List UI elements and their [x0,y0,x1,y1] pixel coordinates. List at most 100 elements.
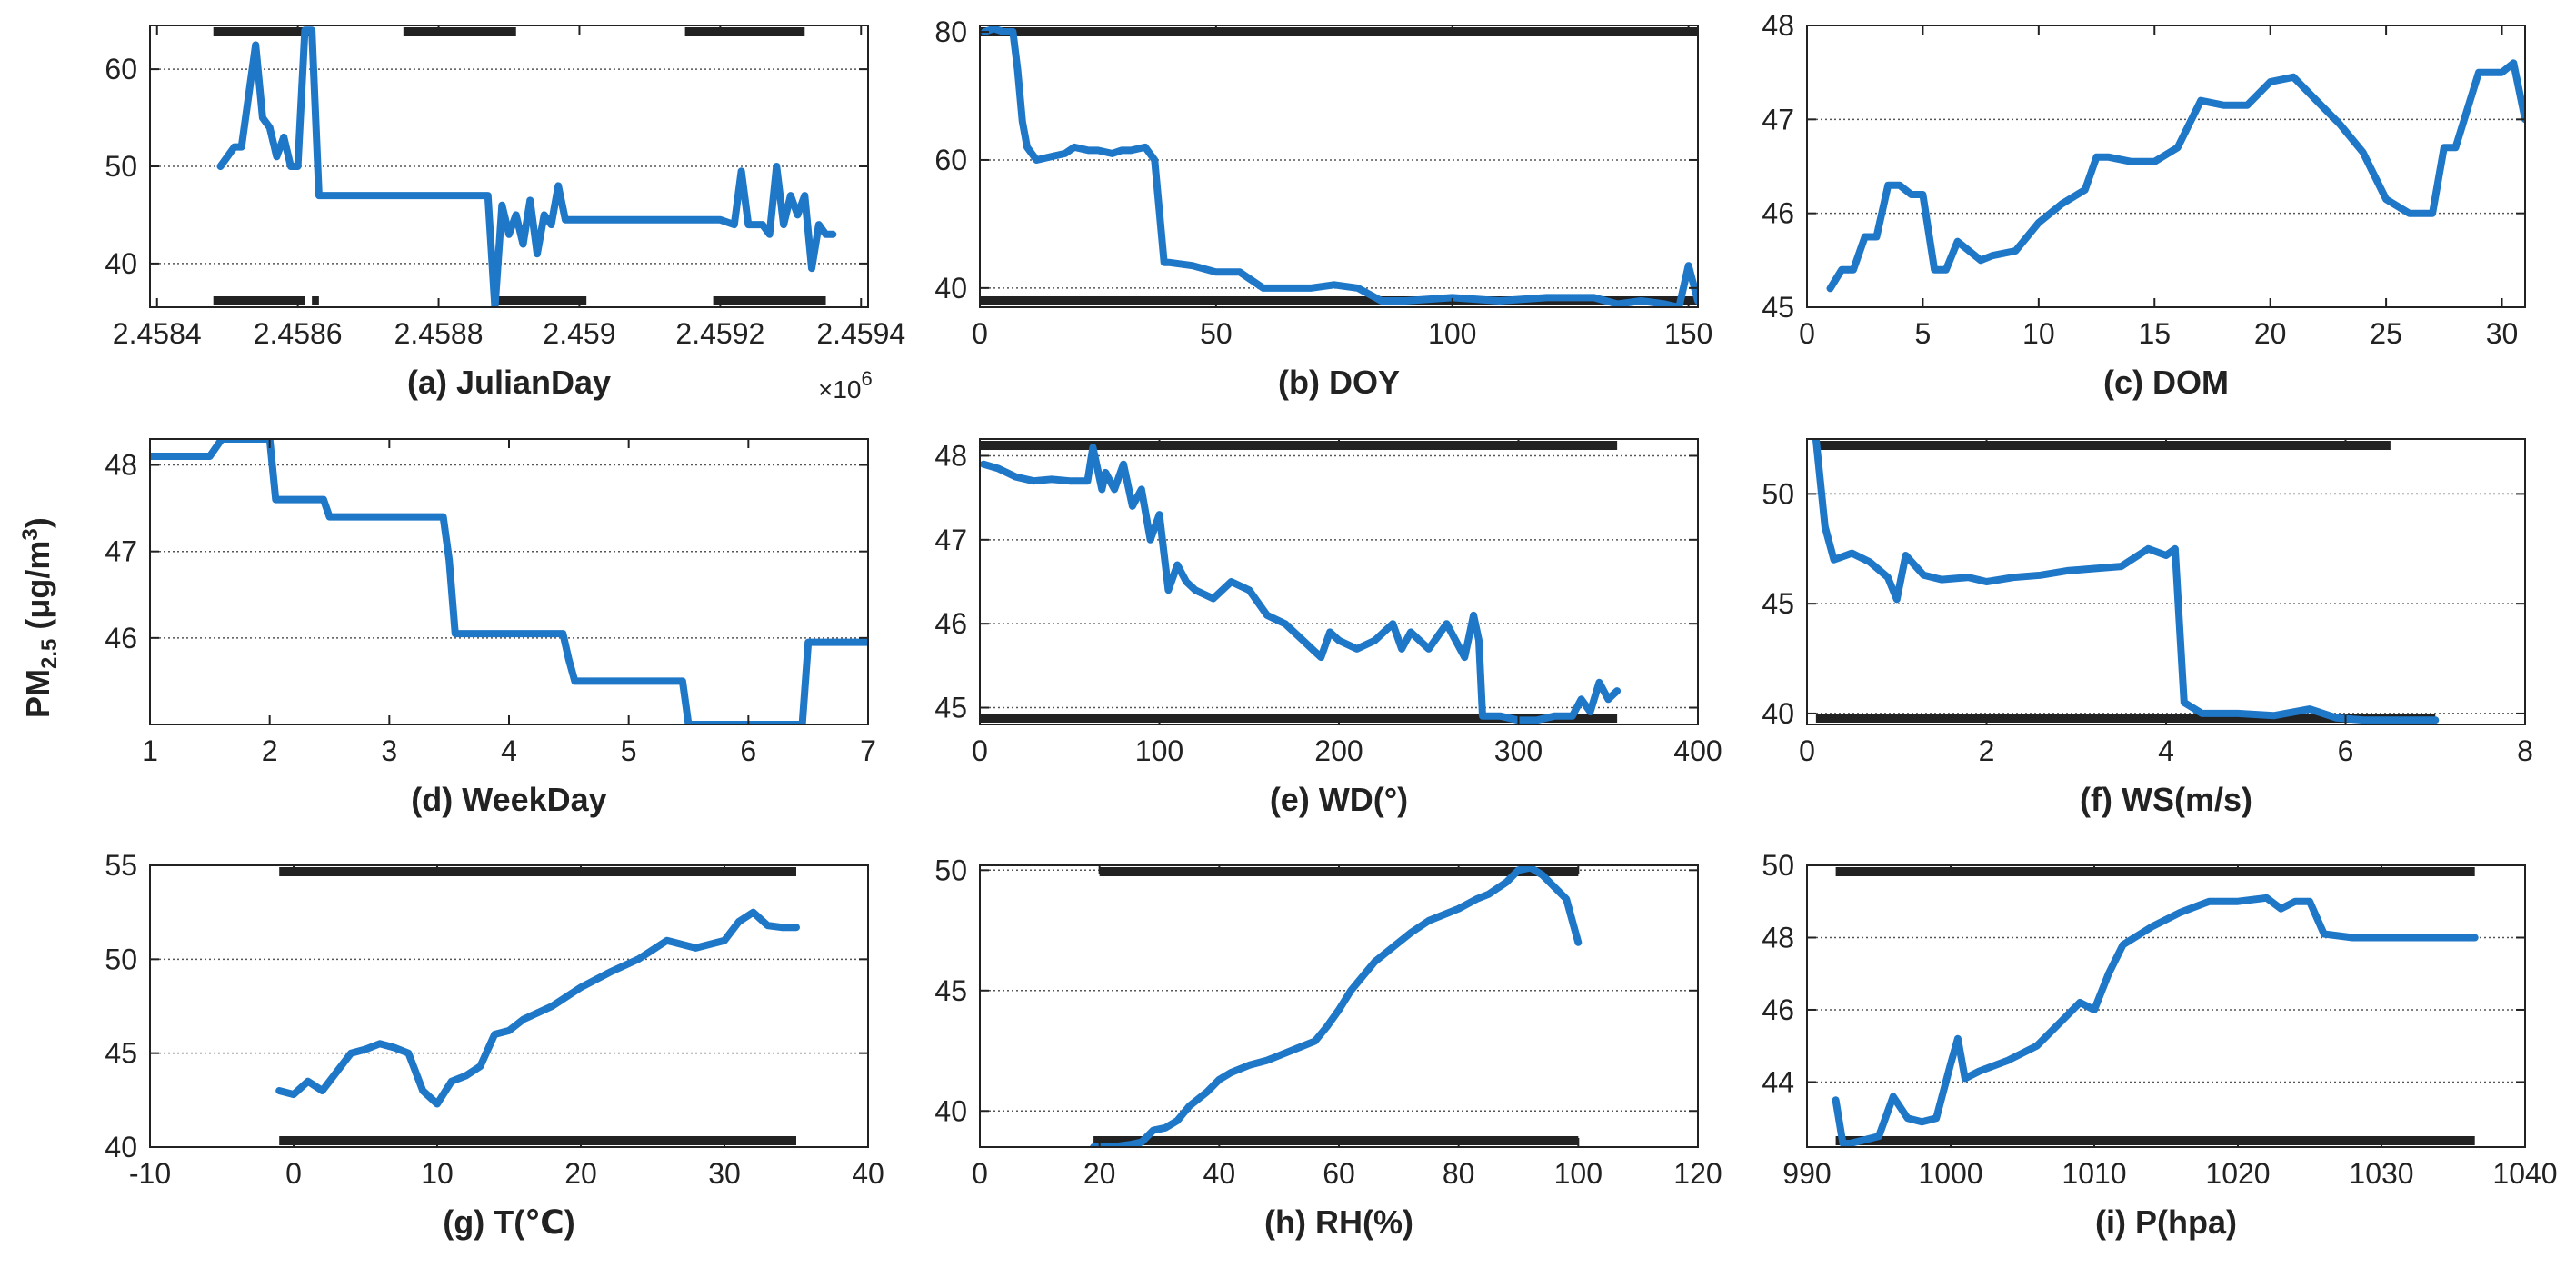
y-tick-label: 47 [1762,103,1794,135]
y-tick-label: 40 [934,1094,967,1127]
panel-8: 0 20 40 60 80 100 120 40 45 50 (h) RH(%) [934,854,1722,1241]
x-tick-label: 2 [1979,734,1995,767]
x-tick-label: 2.4594 [816,317,905,350]
y-tick-label: 46 [1762,197,1794,230]
x-tick-label: 0 [1799,734,1815,767]
series-line [150,439,868,724]
x-tick-label: 1020 [2205,1157,2270,1190]
x-tick-label: 3 [381,734,397,767]
rug-top [403,27,516,36]
x-tick-label: 60 [1323,1157,1355,1190]
series-line [1090,865,1583,1147]
series-line [1832,894,2479,1147]
x-tick-label: 8 [2517,734,2533,767]
y-tick-label: 80 [934,15,967,48]
rug-bottom [312,296,319,305]
x-tick-label: 10 [2022,317,2055,350]
y-axis-label: PM2.5 (μg/m3) [18,517,63,718]
y-tick-label: 50 [105,943,137,975]
y-tick-label: 40 [105,247,137,280]
x-tick-label: 300 [1494,734,1543,767]
rug-bottom [494,296,587,305]
axes-box [1806,438,2526,725]
y-tick-label: 60 [105,53,137,85]
panel-4: 1 2 3 4 5 6 7 46 47 48 (d) WeekDay [105,438,876,818]
rug-bottom [213,296,305,305]
x-tick-label: 0 [1799,317,1815,350]
rug-bottom [1835,1136,2475,1145]
series-line [980,444,1622,724]
y-tick-label: 48 [934,439,967,472]
x-axis-caption: (g) T(℃) [443,1203,575,1241]
x-tick-label: 1000 [1918,1157,1982,1190]
y-tick-label: 45 [1762,291,1794,324]
x-tick-label: 80 [1443,1157,1475,1190]
x-tick-label: 1040 [2492,1157,2557,1190]
y-tick-label: 55 [105,849,137,882]
x-tick-label: 1010 [2062,1157,2126,1190]
panel-9: 990 1000 1010 1020 1030 1040 44 46 48 50 (i) P(hpa… [1762,849,2557,1241]
x-tick-label: 0 [972,1157,988,1190]
x-tick-label: 0 [285,1157,302,1190]
y-tick-label: 44 [1762,1065,1794,1098]
x-tick-label: 0 [972,317,988,350]
x-axis-caption: (d) WeekDay [411,781,606,818]
panel-2: 0 50 100 150 40 60 80 (b) DOY [934,15,1712,401]
y-tick-label: 48 [1762,921,1794,954]
panel-3: 0 5 10 15 20 25 30 45 46 47 48 (c) DOM [1762,9,2526,401]
x-tick-label: 2.4592 [675,317,764,350]
x-tick-label: 20 [564,1157,597,1190]
y-tick-label: 60 [934,144,967,176]
x-tick-label: 120 [1673,1157,1722,1190]
axes-box [1806,25,2526,308]
x-exponent-label: ×106 [818,367,873,404]
x-axis-caption: (h) RH(%) [1264,1203,1413,1241]
rug-bottom [980,296,1698,305]
y-tick-label: 45 [934,692,967,724]
x-tick-label: 2.4588 [394,317,484,350]
axes-box [149,864,869,1148]
rug-top [1815,441,2391,450]
x-tick-label: 40 [852,1157,884,1190]
x-tick-label: 20 [1083,1157,1116,1190]
y-tick-label: 45 [934,974,967,1007]
y-tick-label: 47 [934,524,967,556]
x-tick-label: 400 [1673,734,1722,767]
x-tick-label: -10 [129,1157,171,1190]
axes-box [979,25,1699,308]
x-tick-label: 4 [501,734,517,767]
y-tick-label: 45 [1762,587,1794,620]
x-tick-label: 5 [621,734,637,767]
axes-box [149,438,869,725]
x-tick-label: 40 [1203,1157,1236,1190]
y-tick-label: 40 [1762,697,1794,730]
y-tick-label: 48 [1762,9,1794,42]
x-tick-label: 0 [972,734,988,767]
rug-top [684,27,805,36]
panel-5: 0 100 200 300 400 45 46 47 48 (e) WD(°) [934,438,1722,818]
x-tick-label: 20 [2254,317,2287,350]
y-tick-label: 48 [105,449,137,482]
x-tick-label: 4 [2158,734,2174,767]
x-tick-label: 2 [262,734,278,767]
series-line [981,25,1698,307]
rug-top [1835,867,2475,876]
x-tick-label: 990 [1782,1157,1831,1190]
series-line [275,908,800,1108]
rug-bottom [980,714,1618,723]
x-tick-label: 6 [740,734,756,767]
x-tick-label: 15 [2138,317,2171,350]
y-tick-label: 40 [934,272,967,305]
x-tick-label: 30 [708,1157,741,1190]
x-tick-label: 6 [2338,734,2354,767]
panel-6: 0 2 4 6 8 40 45 50 (f) WS(m/s) [1762,438,2533,818]
y-tick-label: 46 [1762,993,1794,1026]
x-tick-label: 1 [142,734,158,767]
y-tick-label: 46 [105,622,137,654]
x-tick-label: 25 [2370,317,2402,350]
y-tick-label: 45 [105,1037,137,1070]
rug-bottom [1093,1136,1579,1145]
x-tick-label: 30 [2486,317,2519,350]
x-axis-caption: (f) WS(m/s) [2080,781,2252,818]
